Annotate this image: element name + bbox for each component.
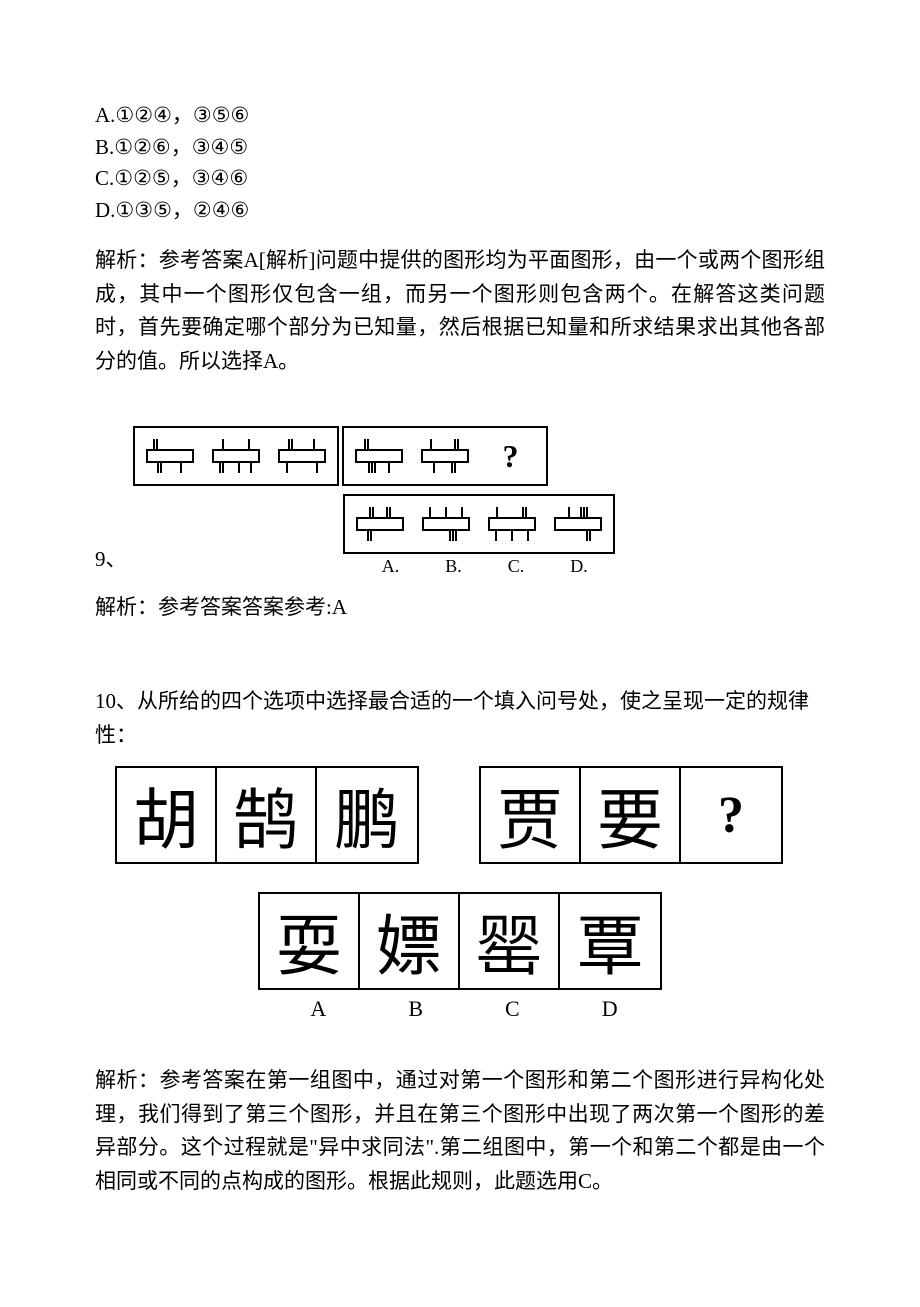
option-char-a: 耍 <box>260 894 360 988</box>
switch-3 <box>273 432 331 480</box>
q9-figure: ? <box>133 426 826 577</box>
switch-2 <box>207 432 265 480</box>
q9-label-b: B. <box>445 556 462 577</box>
q10-analysis: 解析：参考答案在第一组图中，通过对第一个图形和第二个图形进行异构化处理，我们得到… <box>95 1064 825 1198</box>
q9-group-right: ? <box>342 426 548 486</box>
q9-question-mark: ? <box>482 432 540 480</box>
char-cell-4: 贾 <box>481 768 581 862</box>
q9-label-d: D. <box>570 556 588 577</box>
q9-option-labels: A. B. C. D. <box>133 556 826 577</box>
q9-analysis: 解析：参考答案答案参考:A <box>95 591 825 625</box>
q9-number: 9、 <box>95 543 127 577</box>
q10-group1: 胡 鹄 鹏 <box>115 766 419 864</box>
q9-group-left <box>133 426 339 486</box>
char-cell-3: 鹏 <box>317 768 417 862</box>
option-char-c: 罂 <box>460 894 560 988</box>
q9-label-c: C. <box>508 556 525 577</box>
option-a: A.①②④，③⑤⑥ <box>95 100 825 132</box>
option-b: B.①②⑥，③④⑤ <box>95 132 825 164</box>
q10-options-group: 耍 嫖 罂 覃 <box>258 892 662 990</box>
q10-figure: 胡 鹄 鹏 贾 要 ? 耍 嫖 罂 覃 A B C D <box>95 766 825 1022</box>
q10-label-d: D <box>602 996 618 1022</box>
option-switch-c <box>483 500 541 548</box>
q10-label-c: C <box>505 996 520 1022</box>
q10-group2: 贾 要 ? <box>479 766 783 864</box>
q9-top-row: ? <box>133 426 826 486</box>
q8-analysis: 解析：参考答案A[解析]问题中提供的图形均为平面图形，由一个或两个图形组成，其中… <box>95 244 825 378</box>
switch-4 <box>350 432 408 480</box>
q10-bottom-row: 耍 嫖 罂 覃 <box>95 892 825 990</box>
q10-option-labels: A B C D <box>95 996 825 1022</box>
option-switch-b <box>417 500 475 548</box>
q8-options: A.①②④，③⑤⑥ B.①②⑥，③④⑤ C.①②⑤，③④⑥ D.①③⑤，②④⑥ <box>95 100 825 226</box>
char-cell-5: 要 <box>581 768 681 862</box>
option-char-d: 覃 <box>560 894 660 988</box>
switch-1 <box>141 432 199 480</box>
option-switch-a <box>351 500 409 548</box>
option-d: D.①③⑤，②④⑥ <box>95 195 825 227</box>
q10-top-row: 胡 鹄 鹏 贾 要 ? <box>95 766 825 864</box>
q10-label-b: B <box>408 996 423 1022</box>
q9-answer-options <box>343 494 615 554</box>
char-cell-1: 胡 <box>117 768 217 862</box>
switch-5 <box>416 432 474 480</box>
q9-block: 9、 <box>95 426 825 577</box>
q10-label-a: A <box>310 996 326 1022</box>
option-switch-d <box>549 500 607 548</box>
option-char-b: 嫖 <box>360 894 460 988</box>
char-cell-2: 鹄 <box>217 768 317 862</box>
q10-title: 10、从所给的四个选项中选择最合适的一个填入问号处，使之呈现一定的规律性： <box>95 685 825 752</box>
option-c: C.①②⑤，③④⑥ <box>95 163 825 195</box>
q9-bottom-row <box>133 494 826 554</box>
q9-label-a: A. <box>382 556 400 577</box>
q10-question-mark: ? <box>681 768 781 862</box>
